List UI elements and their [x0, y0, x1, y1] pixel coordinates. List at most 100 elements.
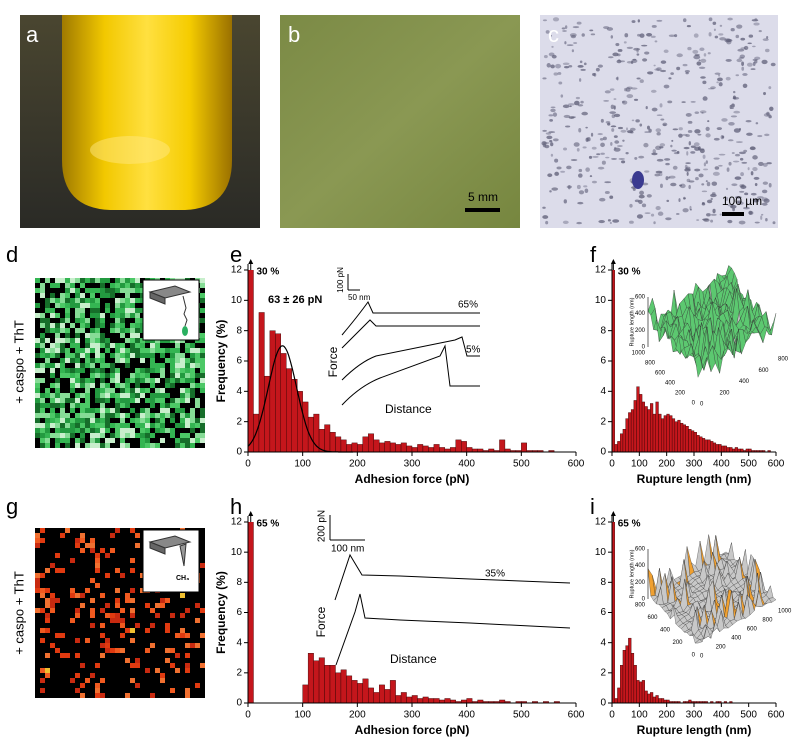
pixel	[130, 678, 135, 683]
pixel	[85, 628, 90, 633]
cell	[694, 168, 701, 172]
bar	[258, 312, 265, 452]
pixel	[35, 533, 40, 538]
pixel	[195, 418, 200, 423]
pixel	[75, 443, 80, 448]
pixel	[35, 598, 40, 603]
pixel	[145, 413, 150, 418]
pixel	[70, 628, 75, 633]
pixel	[190, 638, 195, 643]
pixel	[95, 593, 100, 598]
pixel	[195, 408, 200, 413]
pixel	[165, 678, 170, 683]
pixel	[105, 358, 110, 363]
pixel	[160, 613, 165, 618]
cell	[766, 35, 769, 39]
pixel	[85, 323, 90, 328]
pixel	[110, 688, 115, 693]
cell	[654, 68, 660, 71]
pixel	[100, 618, 105, 623]
pixel	[65, 358, 70, 363]
pixel	[160, 668, 165, 673]
cell	[752, 198, 760, 203]
bar	[428, 698, 435, 703]
pixel	[80, 533, 85, 538]
pixel	[125, 553, 130, 558]
pixel	[95, 318, 100, 323]
pixel	[185, 363, 190, 368]
pixel	[55, 358, 60, 363]
pixel	[150, 668, 155, 673]
pixel	[70, 643, 75, 648]
pixel	[80, 423, 85, 428]
pixel	[130, 608, 135, 613]
pixel	[115, 383, 120, 388]
pixel	[110, 283, 115, 288]
pixel	[115, 388, 120, 393]
bar	[644, 406, 648, 452]
pixel	[190, 688, 195, 693]
pixel	[40, 558, 45, 563]
pixel	[100, 313, 105, 318]
pixel	[50, 388, 55, 393]
pixel	[60, 343, 65, 348]
stained-cell	[632, 171, 644, 189]
cell	[739, 54, 746, 59]
pixel	[110, 683, 115, 688]
pixel	[180, 378, 185, 383]
pixel	[95, 393, 100, 398]
pixel	[190, 633, 195, 638]
pixel	[45, 443, 50, 448]
pixel	[190, 678, 195, 683]
pixel	[95, 663, 100, 668]
pixel	[35, 563, 40, 568]
bar	[395, 444, 402, 452]
pixel	[150, 408, 155, 413]
cell	[757, 134, 763, 138]
pixel	[190, 673, 195, 678]
pixel	[65, 603, 70, 608]
pixel	[60, 528, 65, 533]
cell	[629, 127, 636, 131]
pixel	[80, 278, 85, 283]
pixel	[165, 343, 170, 348]
pixel	[125, 343, 130, 348]
pixel	[100, 653, 105, 658]
pixel	[70, 388, 75, 393]
pixel	[130, 313, 135, 318]
pixel	[120, 543, 125, 548]
pixel	[150, 353, 155, 358]
cell	[739, 151, 746, 155]
cell	[633, 98, 639, 101]
pixel	[60, 383, 65, 388]
cell	[577, 64, 584, 68]
pixel	[170, 673, 175, 678]
pixel	[160, 438, 165, 443]
pixel	[175, 373, 180, 378]
pixel	[125, 388, 130, 393]
pixel	[160, 343, 165, 348]
pixel	[135, 588, 140, 593]
pixel	[145, 438, 150, 443]
pixel	[75, 673, 80, 678]
pixel	[175, 353, 180, 358]
pixel	[140, 653, 145, 658]
pixel	[130, 413, 135, 418]
pixel	[80, 383, 85, 388]
pixel	[85, 583, 90, 588]
pixel	[45, 423, 50, 428]
y-tick-label: 0	[600, 447, 606, 458]
pixel	[115, 323, 120, 328]
pixel	[110, 378, 115, 383]
cell	[617, 49, 623, 52]
pixel	[85, 563, 90, 568]
y-tick-label: 0	[236, 698, 242, 709]
pixel	[70, 543, 75, 548]
pixel	[90, 678, 95, 683]
pixel	[95, 278, 100, 283]
pixel	[90, 538, 95, 543]
cell	[718, 164, 723, 167]
pixel	[130, 528, 135, 533]
pixel	[200, 373, 205, 378]
pixel	[145, 618, 150, 623]
